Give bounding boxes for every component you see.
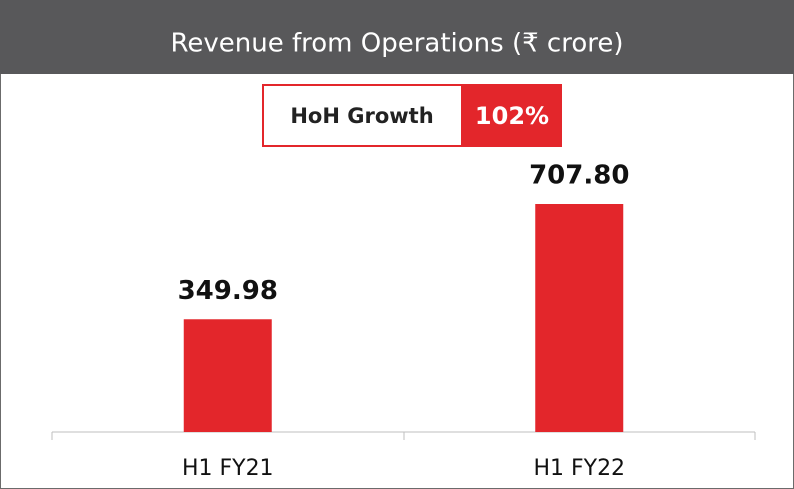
x-tick-label: H1 FY22 (533, 456, 625, 481)
annotation-highlight (462, 84, 562, 147)
annotation-label: HoH Growth (290, 104, 433, 128)
value-label: 349.98 (178, 276, 278, 306)
bar (183, 319, 272, 432)
chart-title: Revenue from Operations (₹ crore) (171, 29, 624, 59)
header (0, 0, 794, 74)
annotation-value: 102% (475, 102, 549, 130)
bar (535, 204, 624, 432)
x-tick-label: H1 FY21 (182, 456, 274, 481)
annotation-box (262, 84, 463, 147)
value-label: 707.80 (529, 161, 629, 191)
